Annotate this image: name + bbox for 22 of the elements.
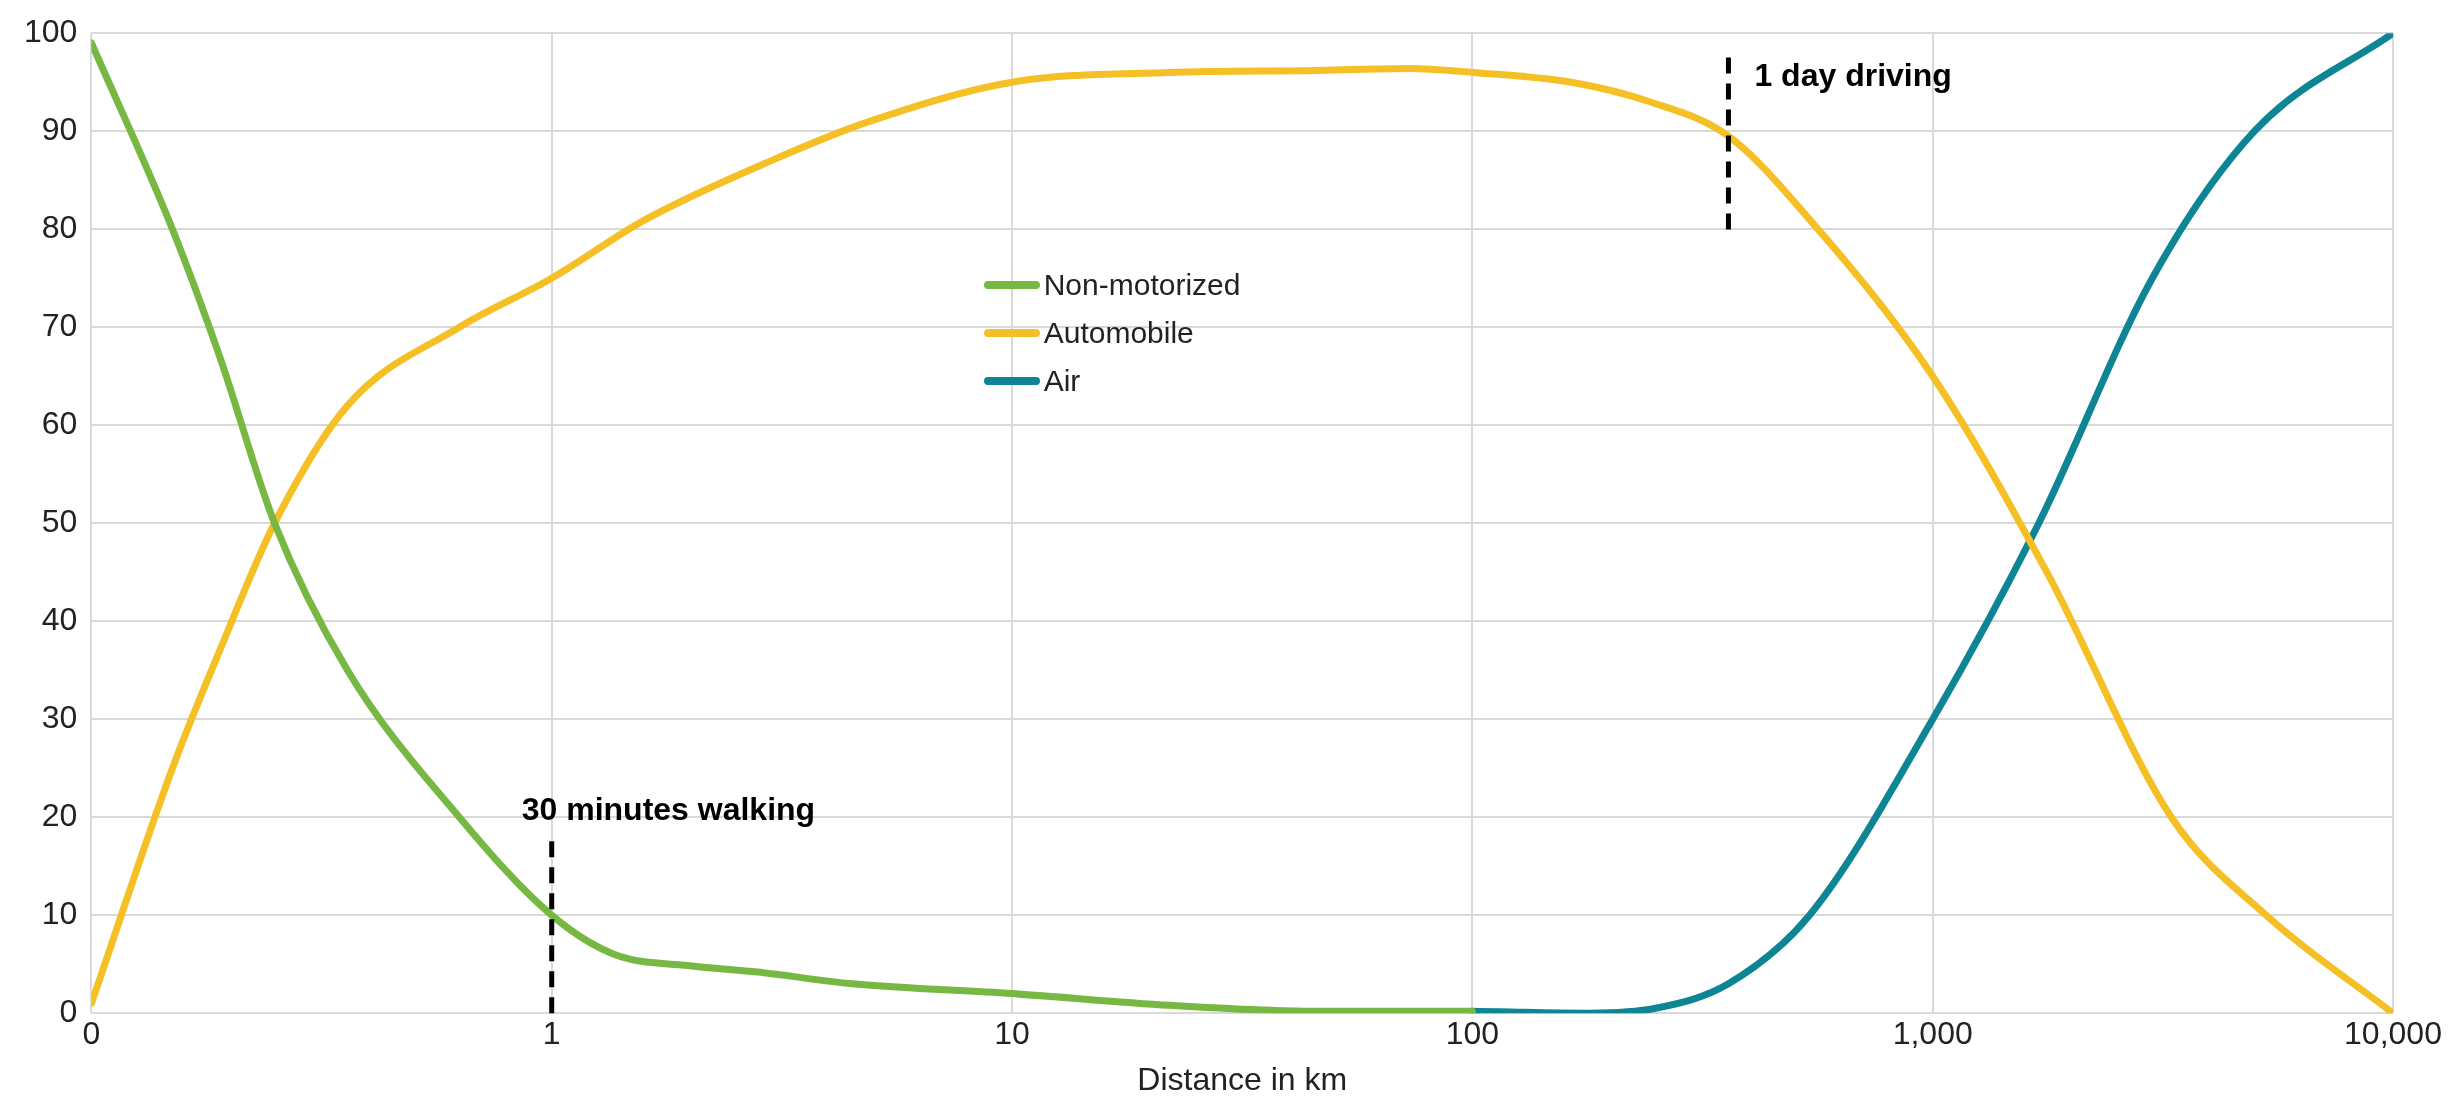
legend-label: Air [1043, 364, 1081, 399]
y-tick-label: 60 [41, 405, 78, 442]
y-tick-label: 50 [41, 503, 78, 540]
x-tick-label: 0 [82, 1015, 101, 1052]
legend-label: Non-motorized [1043, 268, 1241, 303]
legend-label: Automobile [1043, 316, 1194, 351]
y-tick-label: 30 [41, 699, 78, 736]
y-tick-label: 10 [41, 895, 78, 932]
y-tick-label: 20 [41, 797, 78, 834]
x-tick-label: 10,000 [2344, 1015, 2442, 1052]
x-axis-title: Distance in km [1137, 1060, 1348, 1097]
y-tick-label: 100 [24, 13, 78, 50]
y-tick-label: 80 [41, 209, 78, 246]
y-tick-label: 40 [41, 601, 78, 638]
ref-line-label: 1 day driving [1754, 57, 1952, 94]
y-tick-label: 70 [41, 307, 78, 344]
x-tick-label: 1,000 [1892, 1015, 1973, 1052]
ref-line-label: 30 minutes walking [521, 790, 816, 827]
x-tick-label: 100 [1445, 1015, 1500, 1052]
x-tick-label: 10 [994, 1015, 1030, 1052]
x-tick-label: 1 [542, 1015, 561, 1052]
y-tick-label: 90 [41, 111, 78, 148]
